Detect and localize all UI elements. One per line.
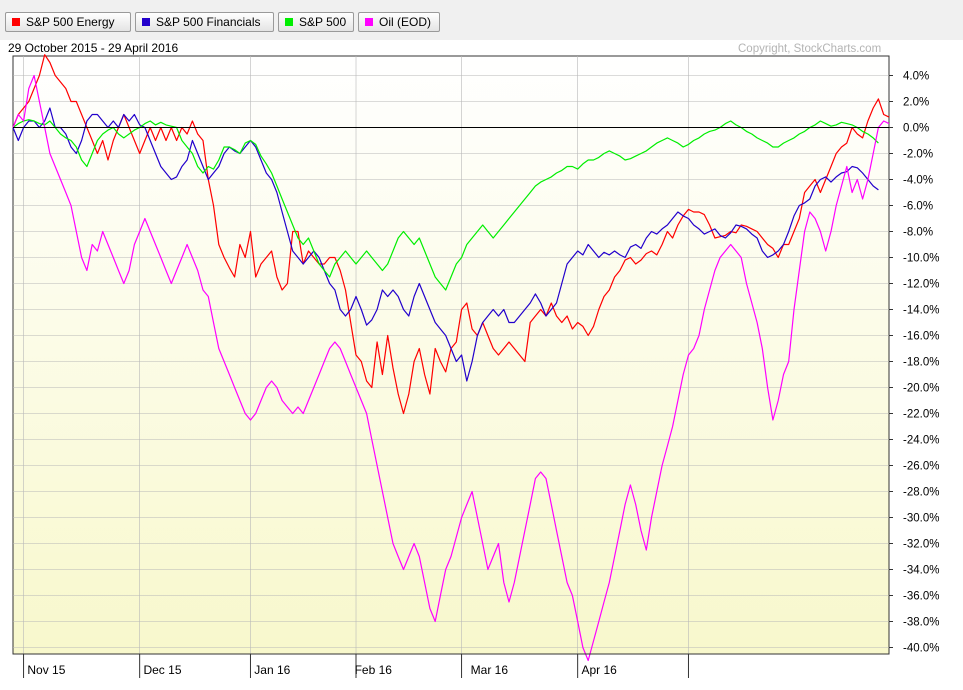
x-tick-label: Nov 15 xyxy=(27,663,65,677)
legend-label: S&P 500 xyxy=(299,15,347,29)
legend-label: Oil (EOD) xyxy=(379,15,431,29)
y-tick-label: -6.0% xyxy=(903,201,933,213)
legend-button-financials[interactable]: S&P 500 Financials xyxy=(135,12,274,32)
y-tick-label: -12.0% xyxy=(903,279,939,291)
legend-swatch xyxy=(365,18,373,26)
series-lines xyxy=(12,54,890,662)
copyright-label: Copyright, StockCharts.com xyxy=(738,43,881,55)
y-tick-label: -18.0% xyxy=(903,357,939,369)
legend-swatch xyxy=(12,18,20,26)
y-tick-label: -26.0% xyxy=(903,461,939,473)
y-tick-label: -40.0% xyxy=(903,643,939,655)
x-tick-label: Jan 16 xyxy=(254,663,290,677)
series-line-s-p-500 xyxy=(12,119,879,291)
legend-button-energy[interactable]: S&P 500 Energy xyxy=(5,12,131,32)
legend-label: S&P 500 Energy xyxy=(26,15,115,29)
x-tick-label: Dec 15 xyxy=(143,663,181,677)
y-tick-label: -14.0% xyxy=(903,305,939,317)
y-tick-label: -36.0% xyxy=(903,591,939,603)
y-tick-label: -28.0% xyxy=(903,487,939,499)
y-tick-label: 2.0% xyxy=(903,97,929,109)
series-line-oil-eod- xyxy=(12,74,890,662)
y-tick-label: 0.0% xyxy=(903,123,929,135)
y-tick-label: -34.0% xyxy=(903,565,939,577)
x-tick-label: Apr 16 xyxy=(581,663,617,677)
y-tick-label: 4.0% xyxy=(903,71,929,83)
line-chart: 4.0% 2.0% 0.0% -2.0% -4.0% -6.0% -8.0% -10.0% -1… xyxy=(8,41,939,678)
y-tick-label: -32.0% xyxy=(903,539,939,551)
legend-button-oil[interactable]: Oil (EOD) xyxy=(358,12,440,32)
y-axis: 4.0% 2.0% 0.0% -2.0% -4.0% -6.0% -8.0% -10.0% -1… xyxy=(889,71,939,655)
y-tick-label: -30.0% xyxy=(903,513,939,525)
x-axis: Nov 15 Dec 15 Jan 16 Feb 16 Mar 16 Apr 16 xyxy=(13,653,889,678)
legend-button-sp500[interactable]: S&P 500 xyxy=(278,12,354,32)
legend-bar: S&P 500 Energy S&P 500 Financials S&P 50… xyxy=(0,0,963,40)
y-tick-label: -4.0% xyxy=(903,175,933,187)
y-tick-label: -16.0% xyxy=(903,331,939,343)
x-tick-label: Mar 16 xyxy=(471,663,509,677)
legend-swatch xyxy=(285,18,293,26)
y-tick-label: -24.0% xyxy=(903,435,939,447)
series-line-s-p-500-financials xyxy=(12,107,879,382)
grid-lines xyxy=(13,56,889,654)
y-tick-label: -8.0% xyxy=(903,227,933,239)
legend-swatch xyxy=(142,18,150,26)
y-tick-label: -20.0% xyxy=(903,383,939,395)
plot-background xyxy=(12,55,890,655)
y-tick-label: -38.0% xyxy=(903,617,939,629)
legend-label: S&P 500 Financials xyxy=(156,15,261,29)
date-range-label: 29 October 2015 - 29 April 2016 xyxy=(8,41,178,55)
x-tick-label: Feb 16 xyxy=(355,663,393,677)
y-tick-label: -10.0% xyxy=(903,253,939,265)
y-tick-label: -2.0% xyxy=(903,149,933,161)
y-tick-label: -22.0% xyxy=(903,409,939,421)
